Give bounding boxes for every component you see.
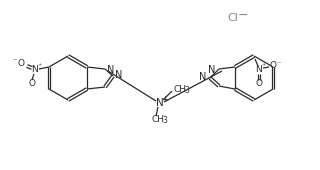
Text: N: N xyxy=(156,98,164,108)
Text: ⁺: ⁺ xyxy=(38,63,42,72)
Text: O: O xyxy=(269,62,276,71)
Text: O: O xyxy=(28,80,36,89)
Text: −: − xyxy=(238,8,248,21)
Text: N: N xyxy=(115,70,123,80)
Text: N: N xyxy=(32,65,38,74)
Text: O: O xyxy=(255,80,262,89)
Text: Cl: Cl xyxy=(228,13,238,23)
Text: O: O xyxy=(18,58,24,67)
Text: ⁻: ⁻ xyxy=(13,56,17,65)
Text: ⁻: ⁻ xyxy=(277,59,281,69)
Text: N: N xyxy=(256,65,262,74)
Text: +: + xyxy=(162,95,168,104)
Text: ⁺: ⁺ xyxy=(262,63,266,72)
Text: N: N xyxy=(199,72,206,82)
Text: N: N xyxy=(107,65,115,75)
Text: CH: CH xyxy=(174,84,187,94)
Text: 3: 3 xyxy=(162,116,167,125)
Text: 3: 3 xyxy=(184,86,189,95)
Text: CH: CH xyxy=(152,115,165,123)
Text: N: N xyxy=(208,65,215,75)
